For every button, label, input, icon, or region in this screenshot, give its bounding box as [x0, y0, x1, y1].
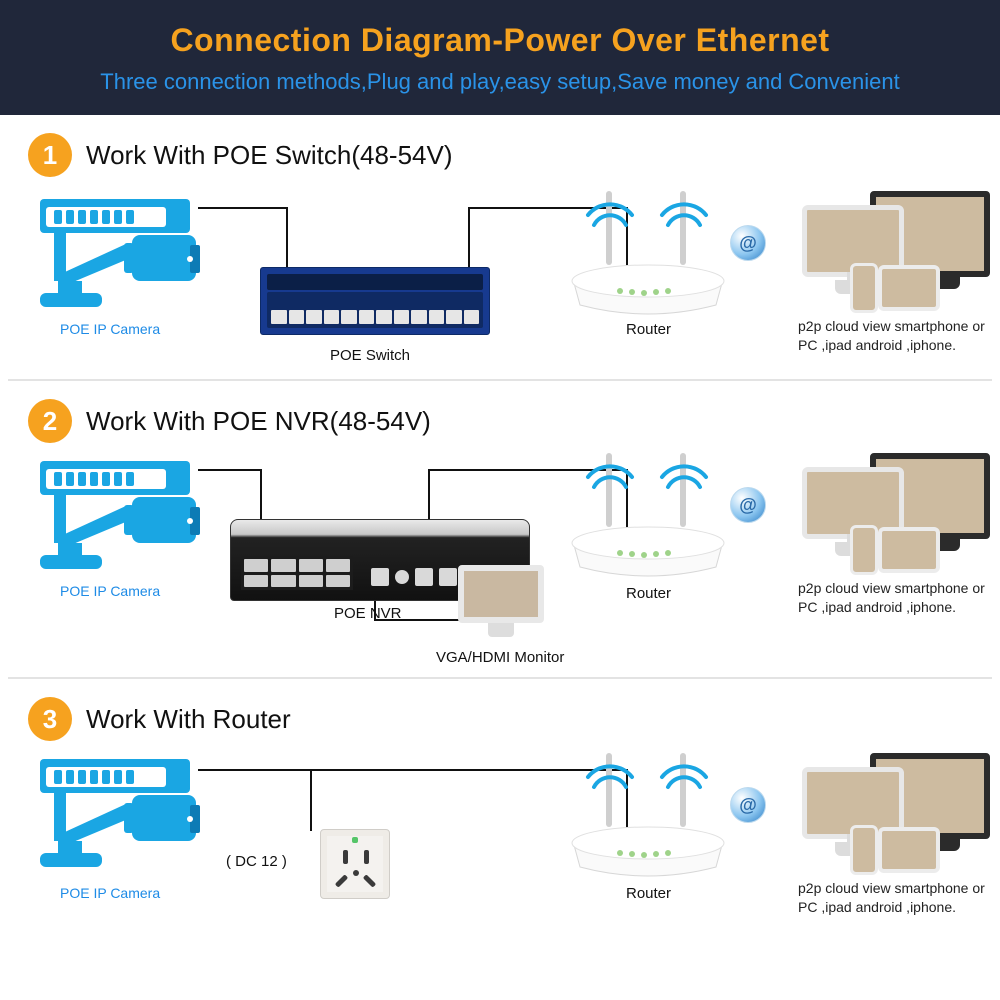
badge-1: 1: [28, 133, 72, 177]
router-icon: [568, 753, 728, 883]
camera-icon: [40, 199, 190, 309]
devices-cluster-icon: [790, 449, 990, 569]
camera-label-3: POE IP Camera: [60, 885, 160, 901]
outlet-label: ( DC 12 ): [226, 853, 287, 870]
router-label-2: Router: [626, 585, 671, 602]
wire: [260, 469, 262, 521]
section-1-title: Work With POE Switch(48-54V): [86, 140, 453, 171]
camera-icon: [40, 461, 190, 571]
devices-cluster-icon: [790, 187, 990, 307]
nvr-label: POE NVR: [334, 605, 402, 622]
row-2: POE IP Camera POE NVR VGA/HDMI Monitor R…: [28, 447, 976, 677]
header-title: Connection Diagram-Power Over Ethernet: [10, 22, 990, 59]
section-1: 1 Work With POE Switch(48-54V) POE IP Ca…: [0, 115, 1000, 379]
router-label-1: Router: [626, 321, 671, 338]
router-icon: [568, 453, 728, 583]
wire: [286, 207, 288, 269]
section-2-title: Work With POE NVR(48-54V): [86, 406, 431, 437]
poe-switch-icon: [260, 267, 490, 335]
devices-caption-3: p2p cloud view smartphone or PC ,ipad an…: [798, 879, 998, 917]
wire: [310, 769, 312, 831]
devices-caption-2: p2p cloud view smartphone or PC ,ipad an…: [798, 579, 998, 617]
badge-2: 2: [28, 399, 72, 443]
switch-label: POE Switch: [330, 347, 410, 364]
row-3: POE IP Camera ( DC 12 ) Router p2p cloud…: [28, 745, 976, 945]
wire: [198, 469, 262, 471]
cloud-globe-icon: [730, 487, 766, 523]
power-outlet-icon: [320, 829, 390, 899]
header: Connection Diagram-Power Over Ethernet T…: [0, 0, 1000, 115]
devices-caption-1: p2p cloud view smartphone or PC ,ipad an…: [798, 317, 998, 355]
camera-icon: [40, 759, 190, 869]
router-icon: [568, 191, 728, 321]
wire: [468, 207, 470, 269]
camera-label-1: POE IP Camera: [60, 321, 160, 337]
wire: [198, 207, 288, 209]
badge-3: 3: [28, 697, 72, 741]
section-3: 3 Work With Router POE IP Camera ( DC 12…: [0, 679, 1000, 945]
cloud-globe-icon: [730, 225, 766, 261]
row-1: POE IP Camera POE Switch Router p2p clou…: [28, 181, 976, 379]
section-2: 2 Work With POE NVR(48-54V) POE IP Camer…: [0, 381, 1000, 677]
camera-label-2: POE IP Camera: [60, 583, 160, 599]
section-3-title: Work With Router: [86, 704, 291, 735]
router-label-3: Router: [626, 885, 671, 902]
monitor-icon: [458, 565, 544, 641]
wire: [198, 769, 628, 771]
devices-cluster-icon: [790, 749, 990, 869]
header-subtitle: Three connection methods,Plug and play,e…: [10, 69, 990, 95]
monitor-label: VGA/HDMI Monitor: [436, 649, 564, 666]
wire: [428, 469, 430, 521]
cloud-globe-icon: [730, 787, 766, 823]
